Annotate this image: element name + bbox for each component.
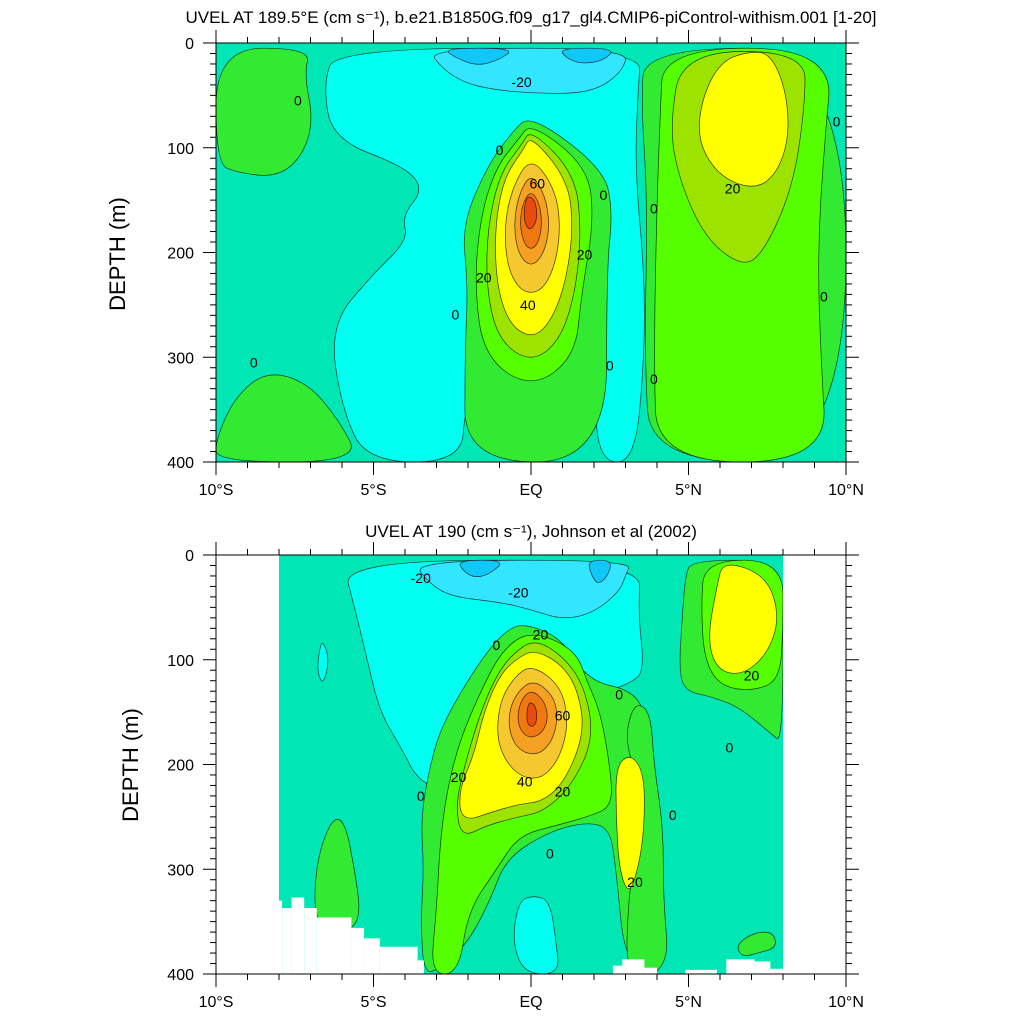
chart-title: UVEL AT 189.5°E (cm s⁻¹), b.e21.B1850G.f… xyxy=(185,8,876,27)
contour-label: 0 xyxy=(650,201,658,217)
x-tick-label: 5°S xyxy=(361,482,387,499)
missing-data-block xyxy=(304,908,317,974)
missing-data-block xyxy=(316,917,352,974)
contour-region xyxy=(588,559,611,583)
contour-label: 0 xyxy=(669,807,677,823)
missing-data-block xyxy=(351,927,365,974)
y-tick-label: 300 xyxy=(167,862,194,879)
missing-data-block xyxy=(726,959,755,974)
x-tick-label: EQ xyxy=(519,994,542,1011)
chart-panel-model: UVEL AT 189.5°E (cm s⁻¹), b.e21.B1850G.f… xyxy=(105,8,877,499)
x-tick-label: 5°N xyxy=(675,994,702,1011)
y-tick-label: 400 xyxy=(167,967,194,984)
axis-ticks xyxy=(203,542,859,987)
missing-data-block xyxy=(417,960,424,974)
missing-data-block xyxy=(216,900,283,974)
contour-label: -20 xyxy=(411,570,431,586)
contour-label: 20 xyxy=(533,627,549,643)
missing-data-block xyxy=(644,967,657,974)
y-tick-label: 400 xyxy=(167,455,194,472)
contour-label: 0 xyxy=(615,686,623,702)
contour-region xyxy=(698,51,789,187)
contour-label: 0 xyxy=(726,740,734,756)
missing-data-block xyxy=(622,959,645,974)
axis-ticks xyxy=(203,30,859,475)
missing-data-block xyxy=(282,908,292,974)
y-tick-label: 300 xyxy=(167,350,194,367)
x-tick-label: 10°S xyxy=(199,994,234,1011)
contour-region xyxy=(513,896,559,974)
contour-region xyxy=(317,642,329,682)
missing-data-block xyxy=(291,897,305,974)
contour-region xyxy=(526,702,538,727)
y-axis-label: DEPTH (m) xyxy=(105,197,130,311)
contour-label: 60 xyxy=(530,175,546,191)
contour-label: 0 xyxy=(492,637,500,653)
contour-region xyxy=(447,47,510,65)
missing-data-block xyxy=(770,968,783,974)
contour-label: 0 xyxy=(496,142,504,158)
contour-label: 0 xyxy=(600,187,608,203)
y-tick-label: 0 xyxy=(185,548,194,565)
missing-data-block xyxy=(754,961,771,974)
contour-label: 20 xyxy=(451,769,467,785)
y-tick-label: 0 xyxy=(185,36,194,53)
contour-label: 0 xyxy=(250,354,258,370)
contour-field: -20 -20 20 0 20 0 60 0 20 40 0 20 0 0 20 xyxy=(216,555,846,974)
contour-label: 20 xyxy=(627,874,643,890)
contour-region xyxy=(216,47,312,176)
missing-data-block xyxy=(612,965,623,974)
contour-region xyxy=(615,757,645,890)
contour-region xyxy=(523,196,537,230)
contour-label: 0 xyxy=(820,288,828,304)
y-tick-label: 200 xyxy=(167,758,194,775)
contour-label: -20 xyxy=(508,585,528,601)
contour-label: 0 xyxy=(650,371,658,387)
y-axis-label: DEPTH (m) xyxy=(118,708,143,822)
x-tick-label: EQ xyxy=(519,482,542,499)
contour-label: 40 xyxy=(517,773,533,789)
contour-region xyxy=(459,559,501,577)
x-tick-label: 10°S xyxy=(199,482,234,499)
missing-data-block xyxy=(685,969,717,974)
contour-label: 20 xyxy=(577,247,593,263)
x-tick-label: 5°S xyxy=(361,994,387,1011)
contour-region xyxy=(561,47,612,64)
contour-region xyxy=(737,931,776,956)
contour-label: 0 xyxy=(417,788,425,804)
y-tick-label: 100 xyxy=(167,653,194,670)
missing-data-block xyxy=(379,946,418,974)
contour-label: 0 xyxy=(294,93,302,109)
contour-label: 20 xyxy=(476,270,492,286)
chart-panel-observations: UVEL AT 190 (cm s⁻¹), Johnson et al (200… xyxy=(118,522,864,1011)
y-tick-label: 100 xyxy=(167,141,194,158)
x-tick-label: 10°N xyxy=(828,482,864,499)
contour-label: 0 xyxy=(833,114,841,130)
contour-label: 20 xyxy=(744,667,760,683)
contour-region xyxy=(709,564,777,674)
contour-label: -20 xyxy=(511,74,531,90)
contour-label: 20 xyxy=(725,181,741,197)
contour-label: 0 xyxy=(452,306,460,322)
contour-label: 40 xyxy=(520,297,536,313)
missing-data-block xyxy=(364,938,380,974)
missing-data-block xyxy=(783,555,846,974)
x-tick-label: 5°N xyxy=(675,482,702,499)
x-tick-label: 10°N xyxy=(828,994,864,1011)
y-tick-label: 200 xyxy=(167,246,194,263)
contour-label: 0 xyxy=(606,358,614,374)
contour-label: 20 xyxy=(555,784,571,800)
chart-title: UVEL AT 190 (cm s⁻¹), Johnson et al (200… xyxy=(365,522,697,541)
contour-label: 0 xyxy=(546,846,554,862)
contour-field: 0 -20 0 0 60 0 0 20 20 20 40 0 0 0 0 0 xyxy=(216,43,846,462)
contour-label: 60 xyxy=(555,707,571,723)
